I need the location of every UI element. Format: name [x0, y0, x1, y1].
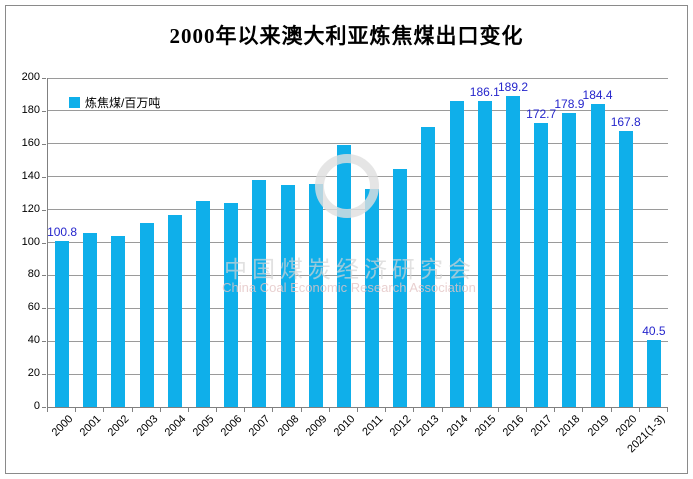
bar-value-label: 184.4	[582, 87, 613, 102]
chart-title: 2000年以来澳大利亚炼焦煤出口变化	[169, 24, 524, 48]
x-axis-tick	[357, 408, 358, 412]
bar-value-label: 178.9	[554, 96, 585, 111]
y-axis-tick-label: 80	[27, 268, 40, 281]
plot-area: 100.8 186.1 189.2 172.7 178.9 184.4 167.8 40.5	[47, 77, 668, 408]
y-axis-tick	[42, 374, 46, 376]
x-axis-tick	[300, 408, 302, 412]
watermark-text-cn: 中国煤炭经济研究会	[224, 257, 476, 282]
y-axis-tick	[42, 407, 46, 408]
bar-2009	[308, 184, 323, 407]
gridline	[48, 110, 668, 112]
gridline	[48, 143, 668, 145]
legend-swatch-icon	[69, 97, 80, 108]
y-axis-tick	[42, 143, 46, 145]
x-axis-tick	[582, 408, 584, 412]
x-axis-tick	[469, 408, 471, 412]
bar-2015	[477, 100, 492, 407]
bar-2016	[506, 95, 520, 407]
bar-2004	[167, 214, 182, 407]
legend-label: 炼焦煤/百万吨	[85, 96, 161, 110]
y-axis-tick	[42, 110, 46, 112]
bar-2011	[365, 189, 380, 407]
x-axis-tick	[75, 408, 77, 412]
y-axis-tick-label: 120	[21, 202, 40, 215]
bar-value-label: 186.1	[469, 84, 500, 99]
bar-2013	[421, 127, 436, 407]
bar-2021(1-3)	[646, 340, 661, 407]
legend: 炼焦煤/百万吨	[69, 94, 160, 111]
bar-value-label: 189.2	[497, 79, 529, 94]
y-axis-tick-label: 180	[21, 103, 40, 116]
x-axis-tick	[667, 408, 668, 412]
x-axis-tick	[187, 408, 189, 412]
x-axis-tick	[413, 408, 415, 412]
gridline	[48, 242, 668, 243]
x-axis-tick	[272, 408, 274, 412]
bar-2007	[252, 180, 267, 407]
x-axis-tick	[638, 408, 640, 412]
bar-2019	[590, 103, 605, 407]
gridline	[48, 373, 668, 375]
y-axis-tick	[42, 242, 46, 244]
gridline	[48, 274, 668, 276]
y-axis-tick-label: 140	[21, 169, 40, 182]
gridline	[48, 307, 668, 309]
chart-border	[5, 5, 688, 474]
x-axis-tick	[159, 408, 161, 412]
bar-2012	[393, 169, 408, 407]
bar-2017	[534, 122, 549, 407]
x-axis-tick	[610, 408, 612, 412]
x-axis-tick	[328, 408, 330, 412]
watermark-logo	[315, 154, 379, 218]
y-axis-tick	[42, 209, 46, 211]
bar-value-label: 100.8	[47, 225, 78, 240]
x-axis-tick	[526, 408, 528, 412]
bar-2018	[562, 112, 577, 407]
y-axis-tick-label: 200	[21, 71, 40, 83]
y-axis-tick-label: 100	[21, 235, 40, 248]
bar-2008	[280, 184, 295, 407]
x-axis-tick	[385, 408, 387, 412]
y-axis-tick	[42, 176, 46, 178]
x-axis-tick	[47, 408, 48, 412]
x-axis-tick	[216, 408, 218, 412]
y-axis-tick-label: 0	[33, 400, 40, 412]
bar-2002	[111, 235, 126, 407]
gridline	[48, 77, 668, 79]
y-axis-tick	[42, 308, 46, 310]
y-axis-tick-label: 160	[21, 136, 40, 149]
y-axis-tick-label: 20	[27, 367, 40, 380]
watermark-text-en: China Coal Economic Research Association	[222, 280, 476, 295]
y-axis-tick-label: 60	[27, 301, 40, 314]
x-axis-tick	[497, 408, 499, 412]
bar-2014	[449, 101, 464, 407]
bar-value-label: 167.8	[610, 114, 641, 129]
bar-2003	[139, 222, 154, 407]
bar-2005	[196, 201, 210, 407]
bar-2001	[83, 232, 98, 407]
x-axis-tick	[441, 408, 443, 412]
y-axis-tick	[42, 341, 46, 343]
y-axis-tick	[42, 275, 46, 277]
y-axis-tick	[42, 78, 46, 79]
x-axis-tick	[131, 408, 133, 412]
x-axis-tick	[554, 408, 556, 412]
x-axis-tick	[103, 408, 105, 412]
x-axis-tick	[244, 408, 246, 412]
bar-2000	[55, 241, 70, 407]
bar-2020	[618, 130, 633, 407]
y-axis-tick-label: 40	[27, 334, 40, 347]
bar-value-label: 40.5	[642, 324, 666, 339]
gridline	[48, 340, 668, 342]
bar-value-label: 172.7	[526, 106, 557, 121]
bar-2006	[224, 203, 239, 407]
